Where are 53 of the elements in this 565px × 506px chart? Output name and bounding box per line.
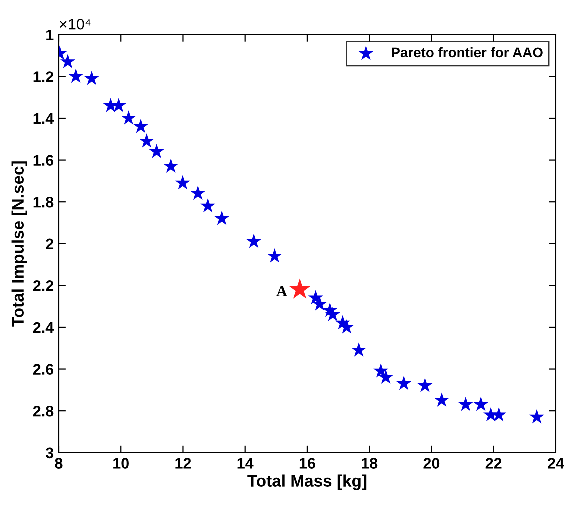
x-tick-label: 24 xyxy=(548,458,564,469)
point xyxy=(267,248,282,263)
y-tick-label: 2.6 xyxy=(33,364,54,375)
point xyxy=(434,392,450,408)
point xyxy=(214,210,230,226)
y-tick-label: 1.4 xyxy=(34,114,54,124)
y-tick-label: 2 xyxy=(46,238,54,250)
point xyxy=(139,134,154,148)
annotation: A xyxy=(276,286,288,296)
point xyxy=(246,234,262,248)
text: ×10⁴ xyxy=(60,18,91,30)
point xyxy=(121,110,136,125)
x-tick-label: 20 xyxy=(424,458,440,469)
x-tick-label: 14 xyxy=(238,458,254,469)
point xyxy=(312,296,328,311)
point xyxy=(339,320,354,334)
point xyxy=(529,409,545,424)
y-axis-title: Total Impulse [N.sec] xyxy=(12,162,28,327)
y-tick-label: 2.8 xyxy=(33,406,54,417)
x-tick-label: 12 xyxy=(176,458,192,469)
point xyxy=(378,370,394,384)
y-tick-label: 1 xyxy=(46,30,54,40)
point xyxy=(175,175,190,190)
x-tick-label: 22 xyxy=(486,458,502,469)
x-axis-title: Total Mass [kg] xyxy=(248,474,367,490)
point xyxy=(60,54,76,68)
point xyxy=(133,118,149,134)
point xyxy=(190,186,206,200)
y-tick-label: 2.2 xyxy=(33,280,54,292)
point xyxy=(374,363,389,378)
point xyxy=(325,307,340,322)
point xyxy=(289,278,311,299)
legend-label: Pareto frontier for AAO xyxy=(392,47,543,58)
point xyxy=(474,396,489,412)
point xyxy=(149,144,164,158)
point xyxy=(200,198,216,213)
x-tick-label: 10 xyxy=(114,458,129,469)
y-tick-label: 1.6 xyxy=(34,155,54,166)
point xyxy=(164,158,179,173)
point xyxy=(396,376,412,390)
point xyxy=(352,342,367,357)
x-tick-label: 16 xyxy=(300,458,316,469)
point xyxy=(418,378,433,392)
point xyxy=(458,396,474,412)
x-tick-label: 18 xyxy=(362,458,378,469)
y-tick-label: 2.4 xyxy=(33,322,54,334)
y-tick-label: 1.2 xyxy=(34,72,54,82)
y-tick-label: 3 xyxy=(46,448,54,459)
point xyxy=(68,68,84,84)
x-tick-label: 8 xyxy=(55,458,63,469)
point xyxy=(492,407,507,422)
y-tick-label: 1.8 xyxy=(34,196,54,208)
point xyxy=(84,70,100,86)
